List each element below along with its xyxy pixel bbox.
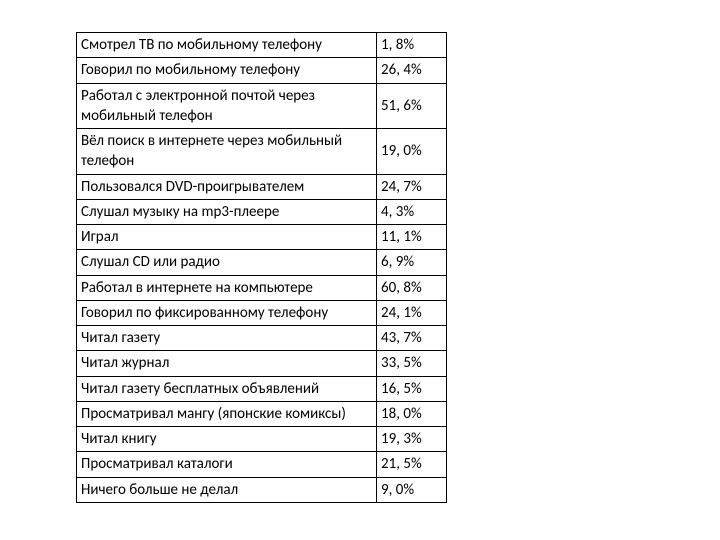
table-row: Ничего больше не делал9, 0%: [77, 477, 447, 502]
table-row: Смотрел ТВ по мобильному телефону1, 8%: [77, 33, 447, 58]
cell-activity: Читал газету бесплатных объявлений: [77, 376, 377, 401]
cell-value: 16, 5%: [377, 376, 447, 401]
table-row: Работал с электронной почтой через мобил…: [77, 83, 447, 129]
cell-activity: Работал в интернете на компьютере: [77, 275, 377, 300]
cell-value: 1, 8%: [377, 33, 447, 58]
table-row: Просматривал мангу (японские комиксы)18,…: [77, 401, 447, 426]
table-row: Пользовался DVD-проигрывателем24, 7%: [77, 174, 447, 199]
table-row: Читал журнал33, 5%: [77, 351, 447, 376]
cell-value: 18, 0%: [377, 401, 447, 426]
cell-activity: Читал газету: [77, 326, 377, 351]
cell-value: 26, 4%: [377, 58, 447, 83]
table-row: Играл11, 1%: [77, 225, 447, 250]
cell-activity: Вёл поиск в интернете через мобильный те…: [77, 129, 377, 175]
cell-value: 24, 7%: [377, 174, 447, 199]
table-row: Просматривал каталоги21, 5%: [77, 452, 447, 477]
cell-activity: Просматривал мангу (японские комиксы): [77, 401, 377, 426]
cell-activity: Слушал CD или радио: [77, 250, 377, 275]
cell-value: 51, 6%: [377, 83, 447, 129]
cell-activity: Играл: [77, 225, 377, 250]
cell-activity: Говорил по мобильному телефону: [77, 58, 377, 83]
cell-value: 19, 3%: [377, 427, 447, 452]
cell-activity: Читал журнал: [77, 351, 377, 376]
cell-value: 33, 5%: [377, 351, 447, 376]
data-table: Смотрел ТВ по мобильному телефону1, 8%Го…: [76, 32, 447, 503]
cell-activity: Просматривал каталоги: [77, 452, 377, 477]
cell-activity: Пользовался DVD-проигрывателем: [77, 174, 377, 199]
table-row: Говорил по фиксированному телефону24, 1%: [77, 300, 447, 325]
cell-value: 43, 7%: [377, 326, 447, 351]
table-body: Смотрел ТВ по мобильному телефону1, 8%Го…: [77, 33, 447, 503]
cell-activity: Читал книгу: [77, 427, 377, 452]
table-row: Слушал CD или радио6, 9%: [77, 250, 447, 275]
table-row: Читал газету бесплатных объявлений16, 5%: [77, 376, 447, 401]
cell-value: 60, 8%: [377, 275, 447, 300]
cell-activity: Ничего больше не делал: [77, 477, 377, 502]
cell-activity: Слушал музыку на mp3-плеере: [77, 199, 377, 224]
cell-value: 4, 3%: [377, 199, 447, 224]
cell-value: 11, 1%: [377, 225, 447, 250]
cell-value: 24, 1%: [377, 300, 447, 325]
table-row: Слушал музыку на mp3-плеере4, 3%: [77, 199, 447, 224]
cell-value: 21, 5%: [377, 452, 447, 477]
cell-value: 19, 0%: [377, 129, 447, 175]
cell-activity: Говорил по фиксированному телефону: [77, 300, 377, 325]
cell-activity: Работал с электронной почтой через мобил…: [77, 83, 377, 129]
table-row: Читал книгу19, 3%: [77, 427, 447, 452]
cell-value: 9, 0%: [377, 477, 447, 502]
table-row: Читал газету43, 7%: [77, 326, 447, 351]
table-row: Вёл поиск в интернете через мобильный те…: [77, 129, 447, 175]
cell-activity: Смотрел ТВ по мобильному телефону: [77, 33, 377, 58]
cell-value: 6, 9%: [377, 250, 447, 275]
table-row: Работал в интернете на компьютере60, 8%: [77, 275, 447, 300]
table-row: Говорил по мобильному телефону26, 4%: [77, 58, 447, 83]
